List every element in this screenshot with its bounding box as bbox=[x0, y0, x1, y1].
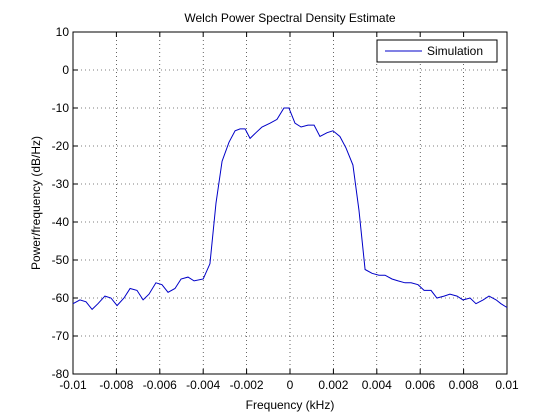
x-tick-label: 0.004 bbox=[362, 378, 392, 392]
y-tick-label: -30 bbox=[52, 177, 70, 191]
x-tick-label: 0.002 bbox=[318, 378, 348, 392]
axes-frame bbox=[72, 31, 508, 375]
y-tick-label: 10 bbox=[56, 25, 70, 39]
y-tick-label: -70 bbox=[52, 329, 70, 343]
legend-label: Simulation bbox=[427, 44, 483, 58]
y-tick-label: -20 bbox=[52, 139, 70, 153]
x-tick-label: -0.002 bbox=[230, 378, 264, 392]
x-tick-label: -0.008 bbox=[99, 378, 133, 392]
y-axis-label: Power/frequency (dB/Hz) bbox=[29, 136, 43, 270]
y-tick-label: -50 bbox=[52, 253, 70, 267]
y-tick-label: -80 bbox=[52, 367, 70, 381]
y-tick-label: -40 bbox=[52, 215, 70, 229]
y-tick-label: 0 bbox=[62, 63, 69, 77]
x-tick-label: 0.006 bbox=[405, 378, 435, 392]
legend-box bbox=[376, 39, 498, 63]
y-tick-label: -10 bbox=[52, 101, 70, 115]
x-tick-label: 0.008 bbox=[449, 378, 479, 392]
plot-area bbox=[73, 32, 507, 374]
y-tick-label: -60 bbox=[52, 291, 70, 305]
x-axis-label: Frequency (kHz) bbox=[246, 398, 335, 412]
chart-title: Welch Power Spectral Density Estimate bbox=[184, 11, 396, 25]
data-line bbox=[72, 107, 508, 311]
x-tick-label: 0 bbox=[287, 378, 294, 392]
x-tick-label: 0.01 bbox=[495, 378, 519, 392]
x-tick-label: -0.006 bbox=[143, 378, 177, 392]
x-tick-label: -0.01 bbox=[59, 378, 87, 392]
x-tick-label: -0.004 bbox=[186, 378, 220, 392]
